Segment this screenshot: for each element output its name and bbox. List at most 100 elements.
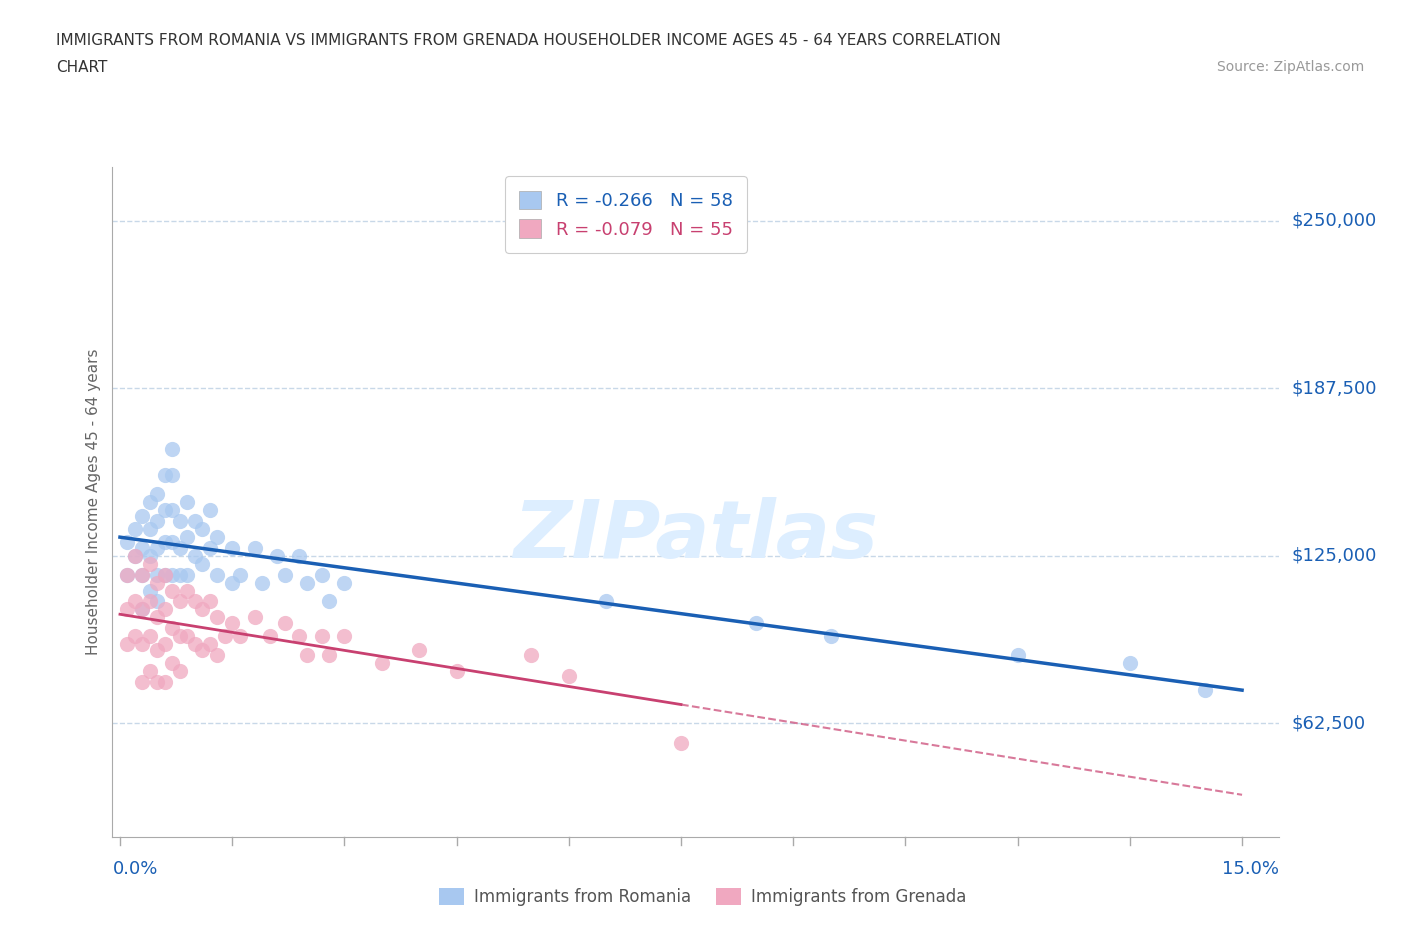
Point (146, 567, 169, 582)
Point (205, 529, 228, 544)
Point (146, 486, 169, 501)
Point (146, 674, 169, 689)
Point (117, 535, 139, 550)
Point (205, 567, 228, 582)
Point (228, 567, 250, 582)
Point (595, 594, 617, 609)
Point (153, 567, 176, 582)
Point (184, 594, 207, 609)
Point (131, 674, 153, 689)
Point (162, 620, 184, 635)
Point (176, 567, 198, 582)
Point (146, 575, 169, 590)
Point (198, 594, 221, 609)
Point (146, 642, 169, 657)
Point (139, 594, 162, 609)
Point (139, 629, 162, 644)
Point (146, 513, 169, 528)
Point (318, 594, 340, 609)
Point (266, 549, 288, 564)
Point (124, 594, 146, 609)
Point (169, 629, 191, 644)
Point (131, 567, 153, 582)
Point (184, 513, 207, 528)
Point (243, 610, 266, 625)
Point (669, 736, 692, 751)
Point (333, 629, 356, 644)
Point (228, 629, 250, 644)
Point (162, 583, 184, 598)
Point (221, 575, 243, 590)
Point (162, 441, 184, 456)
Point (191, 522, 214, 537)
Point (146, 540, 169, 555)
Point (198, 503, 221, 518)
Point (117, 567, 139, 582)
Point (162, 656, 184, 671)
Point (176, 629, 198, 644)
Point (117, 602, 139, 617)
Point (146, 610, 169, 625)
Point (162, 468, 184, 483)
Point (311, 567, 333, 582)
Point (131, 602, 153, 617)
Point (295, 575, 318, 590)
Point (124, 549, 146, 564)
Point (558, 669, 581, 684)
Point (139, 556, 162, 571)
Text: IMMIGRANTS FROM ROMANIA VS IMMIGRANTS FROM GRENADA HOUSEHOLDER INCOME AGES 45 - : IMMIGRANTS FROM ROMANIA VS IMMIGRANTS FR… (56, 33, 1001, 47)
Point (117, 567, 139, 582)
Point (169, 567, 191, 582)
Point (139, 549, 162, 564)
Text: 0.0%: 0.0% (112, 860, 157, 878)
Point (184, 637, 207, 652)
Point (520, 647, 543, 662)
Point (191, 642, 214, 657)
Point (162, 503, 184, 518)
Point (153, 535, 176, 550)
Point (273, 567, 295, 582)
Text: $125,000: $125,000 (1291, 547, 1376, 565)
Point (446, 663, 468, 678)
Point (1007, 647, 1029, 662)
Point (169, 540, 191, 555)
Point (124, 629, 146, 644)
Point (131, 540, 153, 555)
Point (221, 616, 243, 631)
Point (162, 535, 184, 550)
Legend: R = -0.266   N = 58, R = -0.079   N = 55: R = -0.266 N = 58, R = -0.079 N = 55 (505, 177, 747, 253)
Point (273, 616, 295, 631)
Point (205, 610, 228, 625)
Text: 15.0%: 15.0% (1222, 860, 1279, 878)
Point (311, 629, 333, 644)
Text: $187,500: $187,500 (1291, 379, 1376, 397)
Point (146, 594, 169, 609)
Point (131, 508, 153, 523)
Text: Source: ZipAtlas.com: Source: ZipAtlas.com (1216, 60, 1364, 74)
Point (333, 575, 356, 590)
Text: $250,000: $250,000 (1291, 212, 1376, 230)
Point (131, 602, 153, 617)
Point (1119, 656, 1142, 671)
Point (153, 503, 176, 518)
Text: CHART: CHART (56, 60, 108, 75)
Point (153, 567, 176, 582)
Point (153, 674, 176, 689)
Text: ZIPatlas: ZIPatlas (513, 497, 879, 575)
Point (139, 663, 162, 678)
Point (176, 583, 198, 598)
Point (205, 647, 228, 662)
Point (153, 468, 176, 483)
Point (1194, 683, 1216, 698)
Point (169, 513, 191, 528)
Point (820, 629, 842, 644)
Point (243, 540, 266, 555)
Point (745, 616, 768, 631)
Point (288, 629, 311, 644)
Point (124, 522, 146, 537)
Point (139, 522, 162, 537)
Point (139, 495, 162, 510)
Point (184, 549, 207, 564)
Point (318, 647, 340, 662)
Legend: Immigrants from Romania, Immigrants from Grenada: Immigrants from Romania, Immigrants from… (433, 881, 973, 912)
